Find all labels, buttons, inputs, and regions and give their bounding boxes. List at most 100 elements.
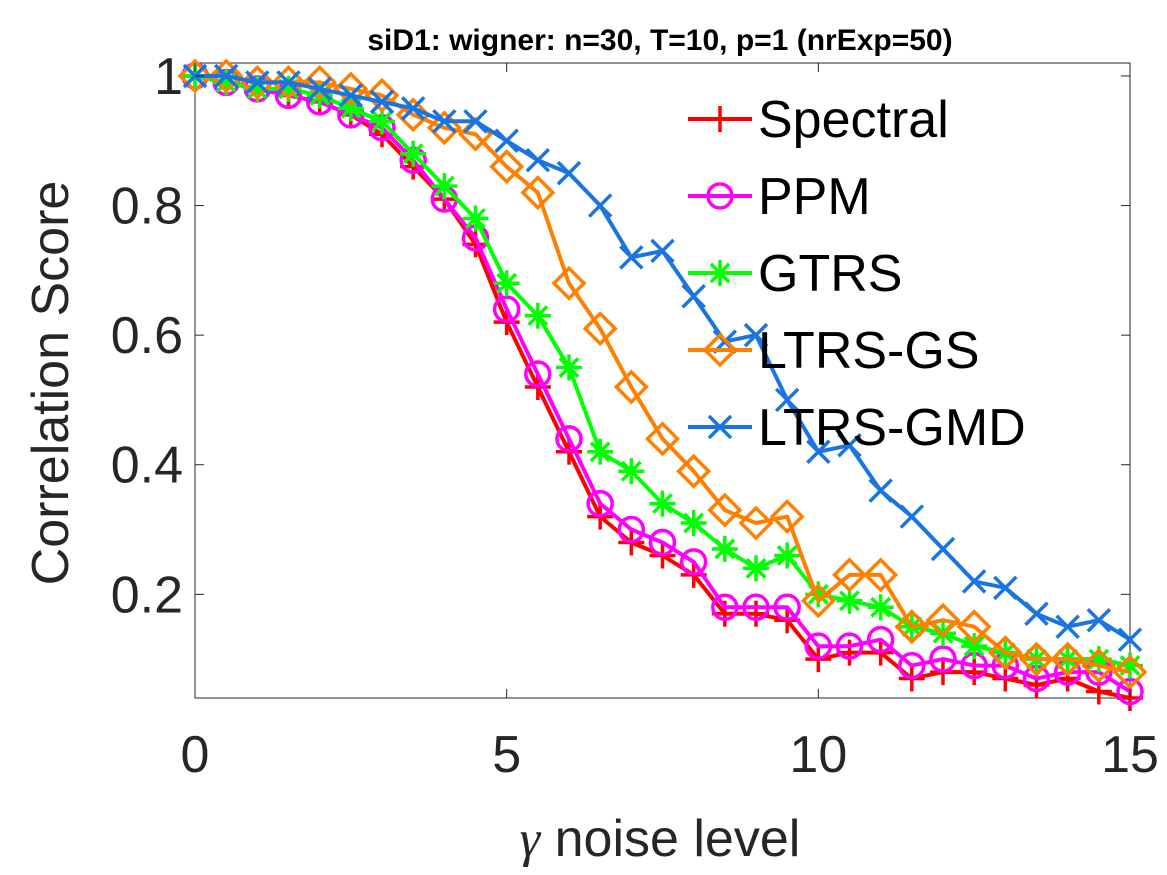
legend-label-ltrs-gmd: LTRS-GMD <box>758 399 1026 457</box>
plot-area <box>194 62 1131 699</box>
data-point-ltrs-gmd <box>587 193 613 218</box>
legend-label-ppm: PPM <box>758 168 871 226</box>
data-point-ltrs-gs <box>863 557 899 593</box>
data-point-ltrs-gmd <box>837 433 862 458</box>
y-tick-label: 0.4 <box>111 437 183 495</box>
data-point-ltrs-gmd <box>774 387 800 413</box>
data-point-ltrs-gmd <box>307 76 332 102</box>
data-point-gtrs <box>493 270 520 297</box>
data-point-ppm <box>617 515 646 544</box>
data-point-ltrs-gmd <box>681 284 706 309</box>
series-line-ltrs-gs <box>195 74 1131 675</box>
y-axis-label: Correlation Score <box>22 181 80 586</box>
x-tick-label: 0 <box>181 726 210 784</box>
series-layer <box>177 58 1148 711</box>
chart-title: siD1: wigner: n=30, T=10, p=1 (nrExp=50) <box>367 24 952 57</box>
data-point-gtrs <box>400 140 427 167</box>
data-point-ltrs-gmd <box>400 96 426 121</box>
legend-label-gtrs: GTRS <box>758 245 902 303</box>
data-point-gtrs <box>587 438 614 465</box>
y-tick-label: 1 <box>154 48 183 106</box>
data-point-ltrs-gs <box>1112 654 1148 690</box>
axes-box <box>194 62 1131 699</box>
data-point-ltrs-gs <box>707 492 743 528</box>
data-point-ltrs-gmd <box>432 109 457 134</box>
data-point-ppm <box>648 528 677 557</box>
legend-marker-gtrs <box>707 260 733 286</box>
data-point-ltrs-gs <box>832 557 867 593</box>
data-point-gtrs <box>1085 646 1112 673</box>
data-point-gtrs <box>836 587 863 614</box>
data-point-ppm <box>835 632 864 660</box>
data-point-ppm <box>586 489 614 518</box>
data-point-gtrs <box>244 75 271 102</box>
legend: Spectral PPM GTRS LTRS-GS LTRS-GMD <box>688 91 1026 457</box>
data-point-gtrs <box>462 205 489 232</box>
x-tick-label: 15 <box>1101 726 1159 784</box>
data-point-ltrs-gmd <box>743 322 769 348</box>
data-point-gtrs <box>649 490 676 517</box>
data-point-gtrs <box>805 581 832 608</box>
data-point-gtrs <box>774 542 801 569</box>
data-point-ppm <box>773 593 801 622</box>
data-point-ltrs-gs <box>1050 641 1086 677</box>
data-point-ppm <box>866 625 895 654</box>
data-point-ppm <box>711 593 739 622</box>
data-point-ltrs-gmd <box>369 89 395 115</box>
data-point-ltrs-gs <box>956 609 992 645</box>
x-axis-label: γ noise level <box>520 810 801 868</box>
x-axis-label-text: noise level <box>540 810 800 868</box>
data-point-ltrs-gs <box>645 421 680 457</box>
data-point-ltrs-gmd <box>930 536 956 562</box>
data-point-ltrs-gmd <box>245 70 270 95</box>
data-point-ppm <box>679 548 708 576</box>
data-point-ppm <box>1116 677 1144 706</box>
data-point-ppm <box>555 425 583 453</box>
x-tick-label: 10 <box>789 726 847 784</box>
data-point-ltrs-gmd <box>213 63 239 89</box>
data-point-ltrs-gs <box>1081 648 1117 684</box>
y-tick-label: 0.8 <box>111 178 183 236</box>
data-point-ltrs-gmd <box>525 147 551 173</box>
x-tick-label: 5 <box>492 726 521 784</box>
data-point-ltrs-gmd <box>494 128 519 153</box>
data-point-ltrs-gs <box>987 635 1023 671</box>
data-point-ltrs-gs <box>613 369 649 405</box>
data-point-ppm <box>742 593 770 622</box>
data-point-ppm <box>898 651 926 680</box>
data-point-gtrs <box>275 75 302 102</box>
legend-item-ltrs-gs: LTRS-GS <box>688 322 980 380</box>
data-point-ltrs-gs <box>239 64 275 100</box>
data-point-gtrs <box>556 354 582 381</box>
data-point-gtrs <box>680 510 707 537</box>
data-point-ltrs-gs <box>489 149 525 185</box>
data-point-ltrs-gs <box>925 602 961 638</box>
data-point-ltrs-gs <box>208 58 244 94</box>
series-ltrs-gmd <box>182 63 1143 652</box>
legend-marker-ltrs-gmd <box>707 414 733 440</box>
data-point-ltrs-gs <box>800 583 836 619</box>
legend-marker-ltrs-gs <box>702 332 738 368</box>
y-tick-label: 0.6 <box>111 307 183 365</box>
data-point-ltrs-gs <box>676 453 712 489</box>
data-point-gtrs <box>337 95 364 122</box>
data-point-gtrs <box>213 69 240 96</box>
data-point-ltrs-gmd <box>899 504 925 529</box>
data-point-ltrs-gmd <box>806 439 831 465</box>
data-point-ltrs-gs <box>582 311 618 347</box>
data-point-ppm <box>492 295 521 323</box>
data-point-ltrs-gmd <box>276 70 301 95</box>
data-point-ltrs-gmd <box>1024 601 1049 627</box>
data-point-gtrs <box>743 555 769 582</box>
data-point-ppm <box>804 632 833 660</box>
data-point-ltrs-gs <box>551 265 587 301</box>
data-point-gtrs <box>618 458 645 485</box>
legend-item-ltrs-gmd: LTRS-GMD <box>688 399 1026 457</box>
data-point-gtrs <box>711 535 738 562</box>
gamma-symbol: γ <box>520 811 542 868</box>
data-point-ltrs-gmd <box>650 238 675 264</box>
data-point-gtrs <box>867 594 894 621</box>
legend-marker-spectral <box>707 106 733 132</box>
legend-label-ltrs-gs: LTRS-GS <box>758 322 980 380</box>
